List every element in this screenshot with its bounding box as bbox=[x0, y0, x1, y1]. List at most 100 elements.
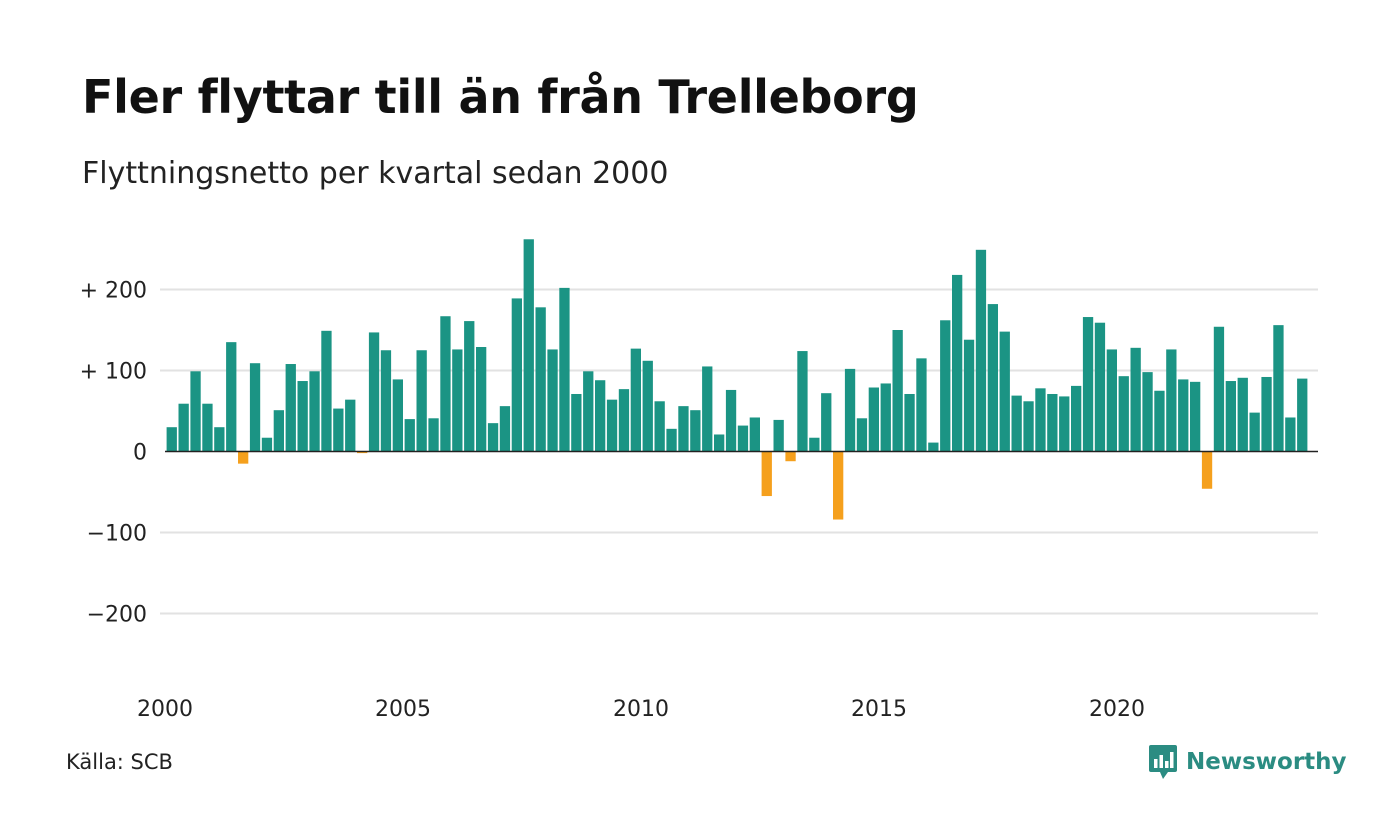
bar bbox=[880, 383, 891, 452]
bar bbox=[273, 410, 284, 452]
bar bbox=[1059, 396, 1070, 452]
x-tick-label: 2000 bbox=[137, 697, 193, 722]
bar bbox=[226, 342, 237, 452]
bar bbox=[868, 387, 879, 452]
x-tick-label: 2005 bbox=[375, 697, 431, 722]
bar bbox=[725, 389, 737, 452]
bar bbox=[1213, 326, 1225, 452]
bar bbox=[892, 330, 903, 452]
bar bbox=[1118, 376, 1129, 452]
chart-subtitle: Flyttningsnetto per kvartal sedan 2000 bbox=[82, 156, 669, 191]
bar bbox=[583, 371, 594, 452]
bar bbox=[809, 437, 820, 452]
bar bbox=[761, 451, 772, 497]
bar bbox=[1285, 417, 1296, 452]
bar bbox=[963, 339, 975, 452]
brand-name: Newsworthy bbox=[1186, 749, 1347, 775]
bar bbox=[297, 381, 308, 452]
bar bbox=[714, 434, 725, 452]
bar bbox=[214, 427, 225, 452]
bar bbox=[285, 364, 296, 452]
bar bbox=[702, 366, 713, 452]
bar bbox=[773, 419, 784, 452]
bar bbox=[547, 349, 558, 452]
bar bbox=[1071, 385, 1082, 452]
bar bbox=[1273, 325, 1284, 452]
bar-chart-bubble-icon bbox=[1149, 745, 1177, 779]
bar bbox=[559, 287, 570, 452]
bar bbox=[916, 358, 927, 452]
bar bbox=[261, 437, 273, 452]
bar bbox=[416, 350, 427, 452]
bar bbox=[571, 393, 582, 452]
bar bbox=[1011, 395, 1022, 452]
bar bbox=[535, 307, 546, 452]
y-axis-ticks: + 200 + 100 0 −100 −200 bbox=[80, 279, 147, 628]
bar bbox=[833, 451, 844, 520]
bar bbox=[1261, 376, 1272, 452]
grid-lines bbox=[160, 288, 1318, 615]
bar bbox=[499, 406, 511, 452]
bar bbox=[1249, 412, 1260, 452]
bar bbox=[202, 403, 213, 452]
bar bbox=[1297, 378, 1308, 452]
bar bbox=[404, 419, 415, 452]
bar bbox=[452, 349, 463, 452]
bar bbox=[1142, 372, 1153, 452]
bar bbox=[1178, 379, 1189, 452]
source-note: Källa: SCB bbox=[66, 750, 173, 774]
bar bbox=[166, 427, 177, 452]
bar bbox=[642, 360, 653, 452]
x-tick-label: 2020 bbox=[1089, 697, 1145, 722]
y-tick-label: + 100 bbox=[80, 360, 147, 385]
bar bbox=[987, 304, 998, 452]
bar bbox=[1106, 349, 1117, 452]
bar bbox=[190, 371, 201, 452]
bar bbox=[606, 399, 618, 452]
bar bbox=[476, 347, 487, 452]
bar bbox=[678, 406, 689, 452]
bar bbox=[309, 371, 320, 452]
bar bbox=[440, 316, 451, 452]
bar bbox=[1190, 381, 1201, 452]
bar bbox=[690, 410, 701, 452]
bar bbox=[797, 351, 808, 452]
bar bbox=[1154, 390, 1165, 452]
bar bbox=[368, 332, 380, 452]
bar bbox=[321, 330, 332, 452]
bar bbox=[999, 331, 1010, 452]
bar bbox=[523, 239, 534, 452]
bar bbox=[178, 403, 189, 452]
bar bbox=[380, 350, 392, 452]
bar bbox=[1225, 381, 1236, 452]
bar bbox=[345, 399, 356, 452]
bar bbox=[1082, 317, 1094, 452]
x-tick-label: 2015 bbox=[851, 697, 907, 722]
x-tick-label: 2010 bbox=[613, 697, 669, 722]
brand-logo: Newsworthy bbox=[1148, 744, 1347, 780]
bar bbox=[821, 393, 832, 452]
y-tick-label: + 200 bbox=[80, 279, 147, 304]
bar bbox=[1130, 347, 1141, 452]
bar bbox=[1237, 377, 1248, 452]
bar bbox=[618, 389, 630, 452]
y-tick-label: −100 bbox=[87, 522, 147, 547]
y-tick-label: 0 bbox=[133, 441, 147, 466]
bars bbox=[166, 239, 1308, 520]
bar bbox=[464, 321, 475, 452]
bar bbox=[249, 363, 261, 452]
bar bbox=[737, 425, 749, 452]
chart-title: Fler flyttar till än från Trelleborg bbox=[82, 70, 919, 124]
bar bbox=[940, 320, 951, 452]
bar bbox=[975, 249, 987, 452]
bar bbox=[856, 418, 868, 452]
bar bbox=[844, 368, 856, 452]
bar bbox=[928, 442, 939, 452]
x-axis-ticks: 2000 2005 2010 2015 2020 bbox=[137, 697, 1145, 722]
bar bbox=[785, 451, 796, 462]
bar bbox=[630, 348, 641, 452]
bar bbox=[357, 451, 368, 454]
bar bbox=[487, 423, 499, 452]
bar bbox=[1023, 401, 1034, 452]
bar bbox=[1201, 451, 1213, 489]
